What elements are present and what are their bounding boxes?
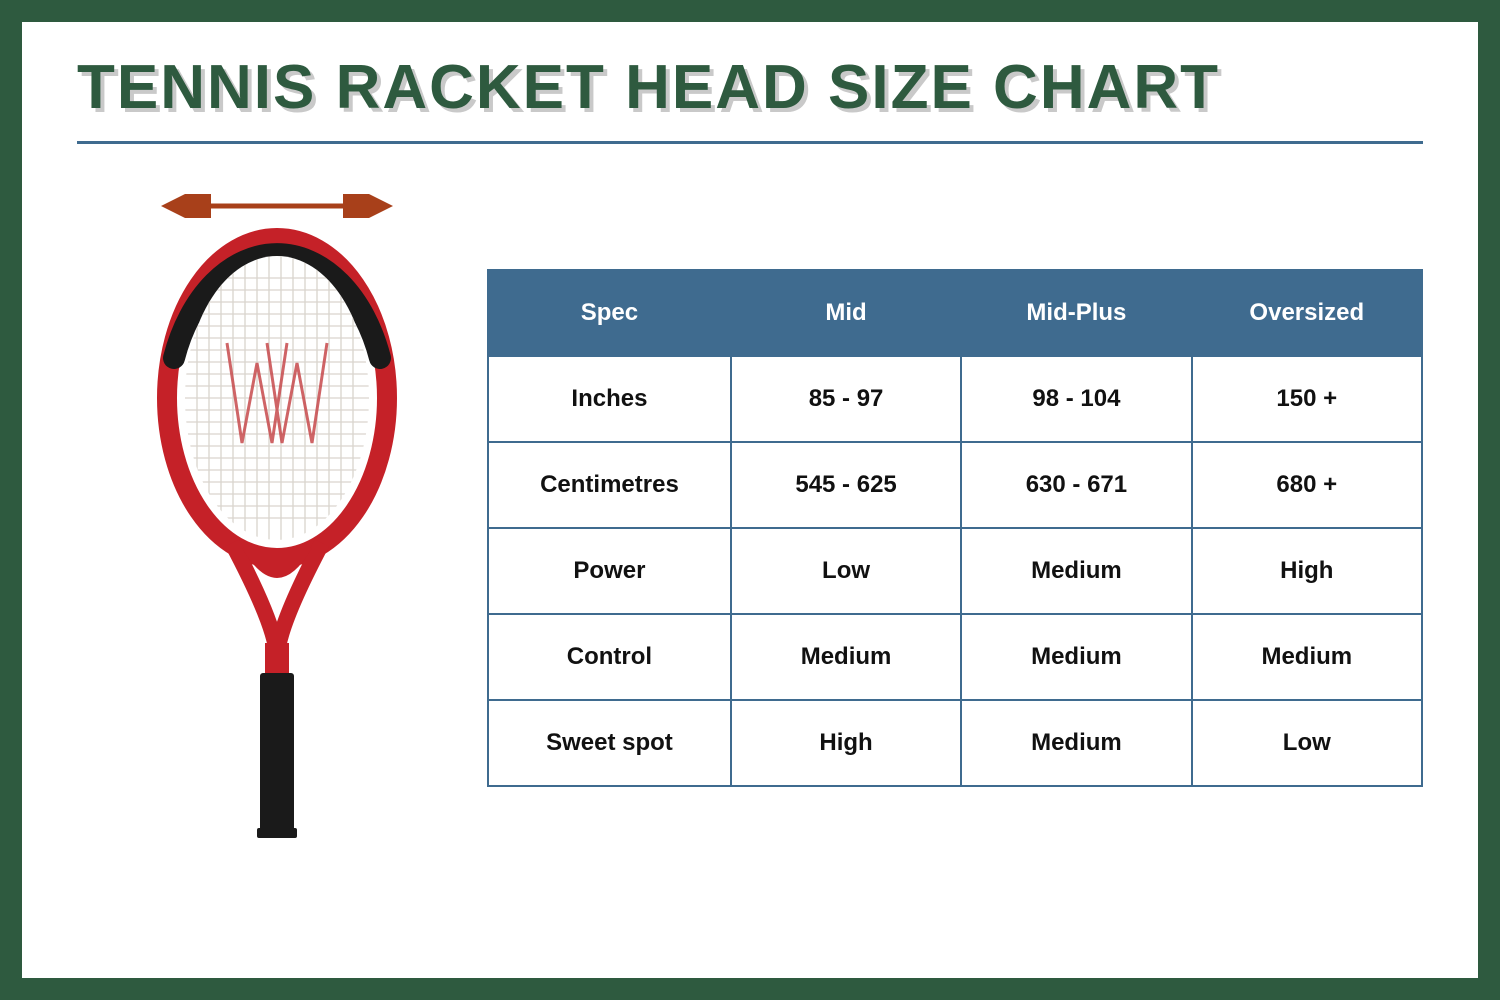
cell: Inches [488, 356, 731, 442]
table-row: Control Medium Medium Medium [488, 614, 1422, 700]
cell: Medium [961, 528, 1191, 614]
tennis-racket-icon [157, 228, 397, 838]
width-arrow-icon [157, 194, 397, 218]
cell: 680 + [1192, 442, 1422, 528]
cell: 85 - 97 [731, 356, 961, 442]
cell: Medium [961, 614, 1191, 700]
cell: Medium [961, 700, 1191, 786]
cell: Centimetres [488, 442, 731, 528]
table-row: Power Low Medium High [488, 528, 1422, 614]
table-header-row: Spec Mid Mid-Plus Oversized [488, 270, 1422, 356]
cell: 98 - 104 [961, 356, 1191, 442]
cell: Power [488, 528, 731, 614]
col-mid: Mid [731, 270, 961, 356]
racket-column [137, 194, 417, 838]
title-underline [77, 141, 1423, 144]
content-row: Spec Mid Mid-Plus Oversized Inches 85 - … [77, 194, 1423, 838]
cell: High [731, 700, 961, 786]
col-spec: Spec [488, 270, 731, 356]
size-chart-table: Spec Mid Mid-Plus Oversized Inches 85 - … [487, 269, 1423, 787]
cell: 150 + [1192, 356, 1422, 442]
col-oversized: Oversized [1192, 270, 1422, 356]
table-row: Centimetres 545 - 625 630 - 671 680 + [488, 442, 1422, 528]
table-row: Inches 85 - 97 98 - 104 150 + [488, 356, 1422, 442]
col-midplus: Mid-Plus [961, 270, 1191, 356]
cell: Low [731, 528, 961, 614]
cell: 630 - 671 [961, 442, 1191, 528]
cell: Sweet spot [488, 700, 731, 786]
table-row: Sweet spot High Medium Low [488, 700, 1422, 786]
cell: Medium [1192, 614, 1422, 700]
cell: High [1192, 528, 1422, 614]
infographic-page: TENNIS RACKET HEAD SIZE CHART [0, 0, 1500, 1000]
cell: Control [488, 614, 731, 700]
cell: 545 - 625 [731, 442, 961, 528]
table-column: Spec Mid Mid-Plus Oversized Inches 85 - … [487, 194, 1423, 787]
cell: Low [1192, 700, 1422, 786]
cell: Medium [731, 614, 961, 700]
page-title: TENNIS RACKET HEAD SIZE CHART [77, 52, 1423, 123]
